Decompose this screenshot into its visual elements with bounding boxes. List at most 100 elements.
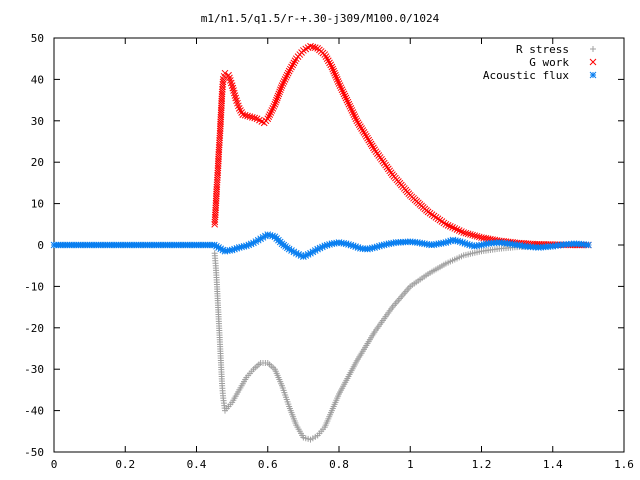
data-point xyxy=(297,252,305,259)
data-point xyxy=(331,69,338,77)
data-point xyxy=(321,242,329,250)
data-point xyxy=(300,253,307,260)
y-tick-label: 0 xyxy=(37,239,44,252)
y-tick-label: -20 xyxy=(24,322,44,335)
legend-label: R stress xyxy=(516,43,569,56)
data-point xyxy=(366,245,374,252)
data-point xyxy=(585,241,592,249)
data-point xyxy=(257,235,264,243)
data-point xyxy=(281,76,289,83)
data-point xyxy=(247,240,255,248)
axes: 0 0.2 0.4 0.6 0.8 1 1.2 1.4 1.6 50 40 30 20 10 0 -10 -20… xyxy=(24,32,634,471)
data-point xyxy=(478,241,485,249)
data-point xyxy=(349,109,357,116)
data-point xyxy=(288,247,295,254)
x-tick-label: 0.8 xyxy=(329,458,349,471)
data-point xyxy=(358,125,365,132)
series-0 xyxy=(211,242,592,443)
data-point xyxy=(365,136,373,144)
data-point xyxy=(290,59,298,67)
data-point xyxy=(275,90,283,98)
data-point xyxy=(446,223,454,230)
data-point xyxy=(264,115,272,123)
data-point xyxy=(292,249,300,257)
x-tick-label: 0.4 xyxy=(187,458,207,471)
data-point xyxy=(442,220,450,228)
data-point xyxy=(473,232,481,240)
data-point xyxy=(266,231,274,239)
data-point xyxy=(266,111,274,118)
data-point xyxy=(217,245,225,253)
data-point xyxy=(342,94,350,102)
series-2 xyxy=(50,231,592,260)
data-point xyxy=(339,88,347,96)
legend-marker xyxy=(589,58,597,66)
data-point xyxy=(364,134,371,142)
data-point xyxy=(326,241,333,248)
data-point xyxy=(336,82,344,89)
data-point xyxy=(265,113,273,121)
data-point xyxy=(373,243,381,251)
data-point xyxy=(231,92,239,99)
data-point xyxy=(328,63,336,71)
legend-marker xyxy=(589,71,597,79)
data-point xyxy=(352,243,359,251)
data-point xyxy=(273,94,281,102)
data-point xyxy=(229,84,237,92)
data-point xyxy=(460,229,468,236)
data-point xyxy=(342,240,350,248)
data-point xyxy=(376,242,383,250)
data-point xyxy=(233,244,241,252)
data-point xyxy=(347,105,355,112)
data-point xyxy=(357,123,364,130)
data-point xyxy=(230,89,238,97)
data-point xyxy=(468,242,476,249)
data-point xyxy=(350,111,358,118)
data-point xyxy=(359,127,367,134)
data-point xyxy=(219,246,227,254)
data-point xyxy=(332,73,340,81)
data-point xyxy=(309,248,317,256)
data-point xyxy=(316,244,324,252)
data-point xyxy=(383,240,390,248)
data-point xyxy=(324,57,332,65)
data-point xyxy=(323,241,331,249)
data-point xyxy=(280,78,288,85)
y-tick-label: -10 xyxy=(24,280,44,293)
data-point xyxy=(449,236,457,244)
data-point xyxy=(283,71,291,79)
data-point xyxy=(319,243,326,251)
data-point xyxy=(345,241,352,248)
legend-marker xyxy=(590,46,596,52)
data-point xyxy=(273,96,280,104)
data-point xyxy=(449,224,456,231)
data-point xyxy=(276,88,283,96)
data-point xyxy=(302,252,310,259)
data-point xyxy=(267,109,275,116)
data-point xyxy=(323,55,331,63)
data-point xyxy=(447,237,454,245)
data-point xyxy=(238,243,245,251)
data-point xyxy=(335,80,343,87)
data-point xyxy=(368,244,376,252)
data-point xyxy=(461,239,469,247)
data-point xyxy=(380,241,388,249)
data-point xyxy=(295,251,302,258)
x-tick-label: 0.6 xyxy=(258,458,278,471)
data-point xyxy=(278,82,286,89)
y-tick-label: 50 xyxy=(31,32,44,45)
data-point xyxy=(469,231,476,239)
data-point xyxy=(346,102,354,110)
data-point xyxy=(456,238,464,246)
plot-area xyxy=(50,42,592,443)
data-point xyxy=(341,92,349,100)
y-tick-label: -50 xyxy=(24,446,44,459)
data-point xyxy=(272,98,280,106)
data-point xyxy=(235,105,243,112)
data-point xyxy=(360,129,368,136)
data-point xyxy=(368,142,376,150)
data-point xyxy=(215,244,222,251)
data-point xyxy=(467,231,474,238)
data-point xyxy=(326,59,333,67)
